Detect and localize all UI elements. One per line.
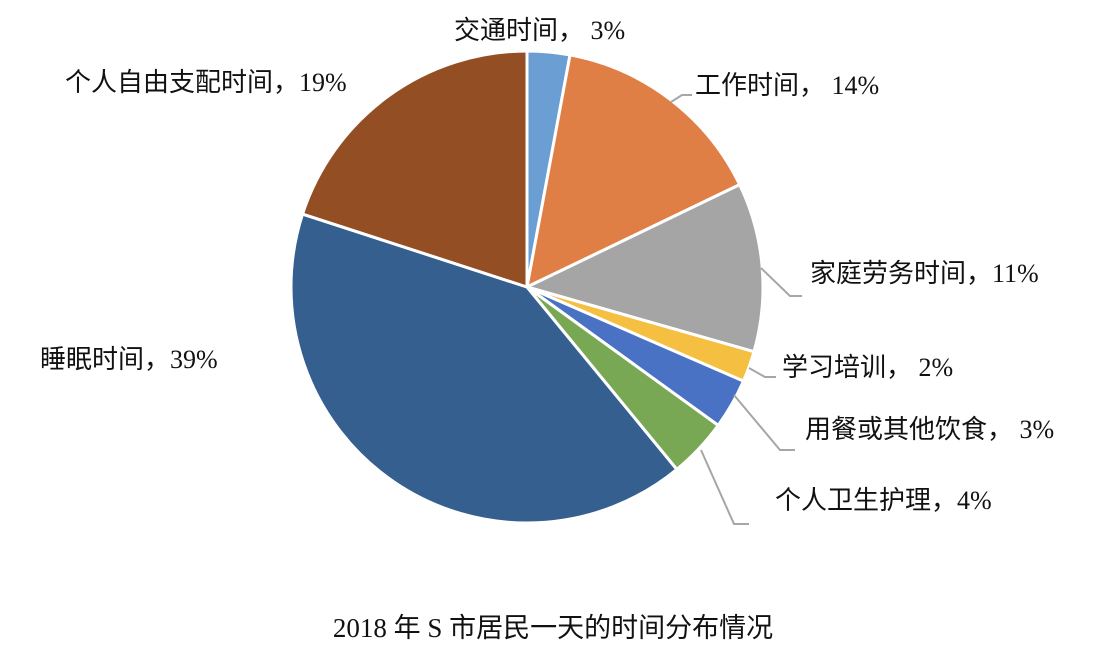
pie-slice-7 <box>301 49 529 289</box>
pie-slice-6 <box>289 212 679 525</box>
leader-line-housework <box>760 267 802 297</box>
label-traffic: 交通时间， 3% <box>454 16 626 45</box>
label-study: 学习培训， 2% <box>782 353 954 382</box>
leader-line-hygiene <box>700 449 749 525</box>
pie-slices <box>289 49 765 525</box>
pie-slice-2 <box>525 183 765 354</box>
label-sleep: 睡眠时间，39% <box>40 345 218 374</box>
label-housework: 家庭劳务时间，11% <box>810 259 1039 288</box>
label-hygiene: 个人卫生护理，4% <box>775 486 992 515</box>
pie-slice-1 <box>525 53 742 289</box>
leader-line-work <box>670 94 692 103</box>
leader-line-meals <box>733 394 795 451</box>
leader-line-study <box>748 367 776 378</box>
chart-caption: 2018 年 S 市居民一天的时间分布情况 <box>332 613 774 643</box>
leader-lines <box>670 94 802 525</box>
label-leisure: 个人自由支配时间，19% <box>65 68 347 97</box>
label-meals: 用餐或其他饮食， 3% <box>805 415 1055 444</box>
label-work: 工作时间， 14% <box>695 71 880 100</box>
